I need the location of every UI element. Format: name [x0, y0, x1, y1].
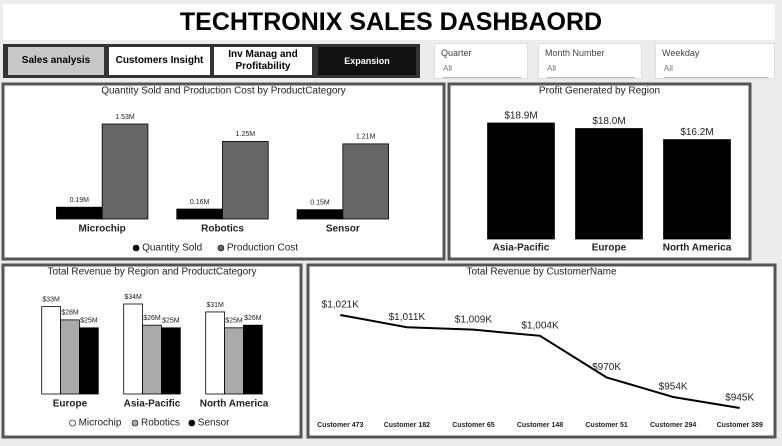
- x-tick-label: Asia-Pacific: [124, 399, 181, 410]
- data-label: $1,011K: [389, 312, 426, 323]
- filter-value: All: [443, 64, 521, 78]
- data-label: $26M: [244, 315, 262, 322]
- bar: [123, 303, 143, 395]
- bar: [296, 209, 344, 220]
- data-label: 1.25M: [236, 131, 256, 138]
- bar: [60, 319, 80, 395]
- data-label: $18.9M: [504, 111, 537, 122]
- bar: [79, 327, 99, 395]
- dashboard-title: TECHTRONIX SALES DASHBAORD: [179, 8, 603, 36]
- x-tick-label: Customer 51: [585, 422, 628, 429]
- bar: [41, 306, 61, 395]
- x-tick-label: Microchip: [79, 224, 126, 235]
- data-label: 0.16M: [190, 199, 210, 206]
- legend-marker: [132, 244, 140, 252]
- x-tick-label: Customer 389: [717, 422, 763, 429]
- data-label: 1.21M: [356, 134, 376, 141]
- x-tick-label: Customer 294: [650, 422, 696, 429]
- data-label: $1,004K: [521, 320, 559, 331]
- legend-marker: [188, 419, 196, 427]
- x-tick-label: Asia-Pacific: [493, 243, 550, 254]
- bar: [176, 208, 223, 220]
- bar: [487, 122, 555, 240]
- nav-button[interactable]: Expansion: [318, 47, 416, 75]
- bar: [161, 327, 181, 395]
- chart-title: Quantity Sold and Production Cost by Pro…: [101, 86, 346, 97]
- legend-marker: [131, 419, 139, 427]
- x-tick-label: Sensor: [326, 224, 360, 235]
- data-label: $954K: [659, 382, 688, 393]
- legend-marker: [217, 244, 225, 252]
- filter-value: All: [547, 64, 635, 78]
- data-label: $25M: [225, 318, 243, 325]
- x-tick-label: Customer 148: [517, 422, 563, 429]
- filter-label: Quarter: [441, 48, 472, 58]
- data-label: 0.19M: [70, 197, 90, 204]
- bar: [101, 123, 149, 220]
- data-label: $25M: [80, 318, 98, 325]
- legend-label: Robotics: [141, 418, 180, 429]
- nav-button[interactable]: Customers Insight: [109, 47, 210, 75]
- x-tick-label: Customer 65: [452, 422, 495, 429]
- data-label: $1,021K: [322, 300, 360, 311]
- x-tick-label: Customer 182: [384, 422, 430, 429]
- data-label: $33M: [42, 296, 60, 303]
- data-label: $970K: [592, 362, 621, 373]
- line: [340, 314, 740, 409]
- filter[interactable]: Quarter All: [434, 43, 528, 79]
- data-label: $31M: [206, 302, 224, 309]
- chart-title: Total Revenue by Region and ProductCateg…: [47, 267, 256, 278]
- bar: [243, 324, 263, 395]
- x-tick-label: Europe: [592, 243, 627, 254]
- x-tick-label: North America: [663, 243, 732, 254]
- bar: [205, 311, 225, 395]
- data-label: $945K: [725, 393, 754, 404]
- data-label: $18.0M: [592, 116, 625, 127]
- bar: [56, 206, 103, 220]
- legend-label: Production Cost: [227, 243, 298, 254]
- legend-marker: [69, 419, 76, 427]
- data-label: $1,009K: [455, 314, 493, 325]
- filter-label: Month Number: [545, 48, 605, 58]
- legend-label: Sensor: [198, 418, 230, 429]
- bar: [342, 143, 389, 220]
- x-tick-label: North America: [200, 399, 269, 410]
- bar: [142, 324, 162, 395]
- bar: [224, 327, 244, 395]
- filter[interactable]: Weekday All: [655, 43, 775, 79]
- data-label: $16.2M: [680, 127, 713, 138]
- chart-title: Profit Generated by Region: [539, 86, 660, 97]
- chart-title: Total Revenue by CustomerName: [466, 267, 617, 278]
- filter-value: All: [664, 64, 768, 78]
- x-tick-label: Robotics: [201, 224, 244, 235]
- data-label: $26M: [143, 315, 161, 322]
- nav-button[interactable]: Sales analysis: [8, 47, 104, 75]
- filter[interactable]: Month Number All: [538, 43, 642, 79]
- data-label: 1.53M: [115, 114, 135, 121]
- data-label: $34M: [124, 294, 142, 301]
- legend-label: Quantity Sold: [142, 243, 202, 254]
- title-bar: [3, 4, 775, 40]
- data-label: $25M: [162, 318, 180, 325]
- data-label: $28M: [61, 310, 79, 317]
- filter-label: Weekday: [662, 48, 700, 58]
- legend-label: Microchip: [79, 418, 122, 429]
- nav-button[interactable]: Inv Manag and Profitability: [214, 47, 312, 75]
- bar: [663, 139, 731, 240]
- bar: [222, 140, 269, 220]
- x-tick-label: Europe: [53, 399, 88, 410]
- data-label: 0.15M: [310, 200, 330, 207]
- x-tick-label: Customer 473: [317, 422, 363, 429]
- bar: [575, 128, 643, 240]
- chart-panel: [306, 263, 777, 439]
